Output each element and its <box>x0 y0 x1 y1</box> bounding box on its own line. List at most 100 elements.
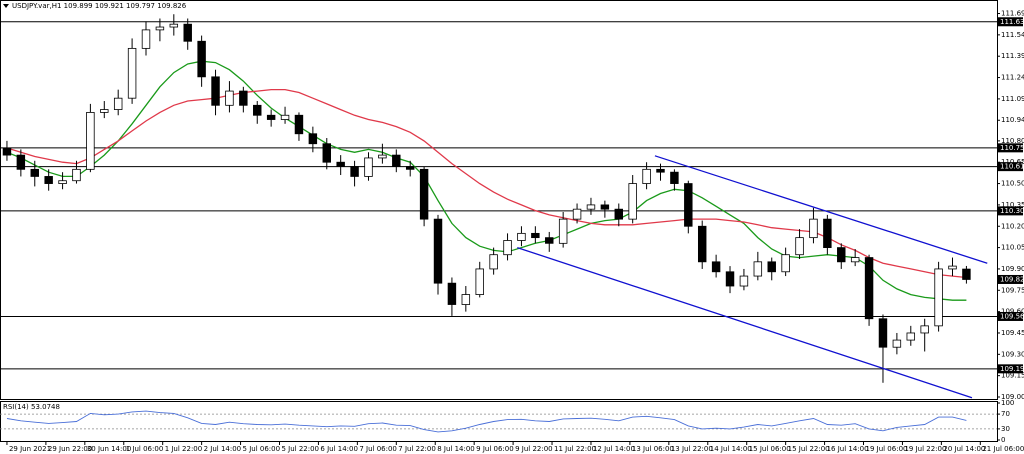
candle-body <box>392 154 401 167</box>
level-label: 110.308 <box>1000 207 1024 215</box>
candle-body <box>781 254 790 273</box>
candle-body <box>280 114 290 120</box>
header-low: 109.797 <box>126 2 155 10</box>
candle-body <box>44 176 53 184</box>
candle-body <box>628 183 637 220</box>
price-label: 109.826 <box>1000 275 1024 283</box>
candle-body <box>809 218 818 239</box>
candle-body <box>350 166 359 177</box>
x-tick-label: 5 Jul 22:00 <box>281 445 319 453</box>
candle-body <box>239 90 248 106</box>
x-tick-label: 15 Jul 22:00 <box>788 445 830 453</box>
rsi-tick-label: 100 <box>1001 399 1014 407</box>
x-tick-label: 19 Jul 22:00 <box>904 445 946 453</box>
x-tick-label: 7 Jul 22:00 <box>398 445 436 453</box>
candle-body <box>670 171 679 184</box>
candle-body <box>906 332 916 341</box>
candle-body <box>58 180 67 184</box>
candle-body <box>892 339 902 348</box>
candle-body <box>197 40 206 78</box>
rsi-current: 53.0748 <box>31 403 60 411</box>
y-tick-label: 109.750 <box>1001 286 1024 294</box>
candle-body <box>864 257 874 320</box>
x-tick-label: 21 Jul 06:00 <box>982 445 1024 453</box>
candle-body <box>16 154 26 170</box>
candle-body <box>850 257 860 263</box>
rsi-tick-label: 0 <box>1001 436 1005 444</box>
candle-body <box>211 76 220 106</box>
candle-body <box>294 114 304 135</box>
candle-body <box>753 261 763 277</box>
x-tick-label: 6 Jul 14:00 <box>320 445 358 453</box>
candle-body <box>837 247 846 263</box>
y-tick-label: 110.350 <box>1001 201 1024 209</box>
candle-body <box>183 23 192 42</box>
chart-title: USDJPY.var,H1 <box>12 2 61 10</box>
y-tick-label: 111.695 <box>1001 10 1024 18</box>
y-tick-label: 111.545 <box>1001 31 1024 39</box>
y-tick-label: 109.000 <box>1001 393 1024 401</box>
x-tick-label: 1 Jul 06:00 <box>126 445 164 453</box>
candle-body <box>948 265 957 270</box>
trendline <box>517 246 973 399</box>
candle-body <box>225 90 234 106</box>
moving-average <box>6 60 967 301</box>
y-tick-label: 110.800 <box>1001 137 1024 145</box>
candle-body <box>558 218 568 244</box>
x-tick-label: 12 Jul 14:00 <box>593 445 635 453</box>
y-tick-label: 109.600 <box>1001 308 1024 316</box>
x-tick-label: 5 Jul 06:00 <box>243 445 281 453</box>
candle-body <box>962 268 971 280</box>
y-tick-label: 111.245 <box>1001 74 1024 82</box>
candle-body <box>30 168 39 177</box>
level-label-bg <box>998 311 1023 321</box>
candle-body <box>2 147 12 156</box>
price-panel <box>0 0 998 400</box>
candle-body <box>531 232 540 239</box>
candle-body <box>308 133 318 145</box>
x-tick-label: 1 Jul 22:00 <box>165 445 203 453</box>
candle-body <box>739 275 749 287</box>
chart-header: USDJPY.var,H1 109.899 109.921 109.797 10… <box>12 2 187 10</box>
candle-body <box>697 225 707 263</box>
y-tick-label: 109.300 <box>1001 350 1024 358</box>
level-label: 109.198 <box>1000 365 1024 373</box>
trendline <box>654 155 988 264</box>
rsi-tick-label: 70 <box>1001 410 1010 418</box>
y-tick-label: 109.450 <box>1001 329 1024 337</box>
rsi-line <box>6 410 967 433</box>
level-label: 110.751 <box>1000 144 1024 152</box>
level-label-bg <box>998 17 1023 27</box>
x-tick-label: 29 Jun 2021 <box>9 445 51 453</box>
level-label-bg <box>998 162 1023 172</box>
rsi-label: RSI(14) <box>3 403 29 411</box>
x-tick-label: 8 Jul 14:00 <box>437 445 475 453</box>
candle-body <box>711 261 721 273</box>
candle-body <box>614 208 624 220</box>
candle-body <box>475 268 484 295</box>
x-tick-label: 20 Jul 14:00 <box>943 445 985 453</box>
y-tick-label: 109.900 <box>1001 265 1024 273</box>
candle-body <box>795 237 804 256</box>
level-label-bg <box>998 206 1023 216</box>
candle-body <box>767 261 776 273</box>
candle-body <box>600 204 610 210</box>
candle-body <box>113 97 123 110</box>
x-tick-label: 11 Jul 22:00 <box>554 445 596 453</box>
candle-body <box>72 168 81 182</box>
candle-body <box>127 47 137 99</box>
candle-body <box>405 166 415 170</box>
level-label-bg <box>998 143 1023 153</box>
x-tick-label: 2 Jul 14:00 <box>204 445 242 453</box>
candle-body <box>169 23 179 28</box>
candle-body <box>266 114 276 120</box>
y-tick-label: 109.150 <box>1001 372 1024 380</box>
header-high: 109.921 <box>95 2 124 10</box>
candle-body <box>934 268 943 327</box>
candle-body <box>378 154 387 159</box>
candle-body <box>141 29 151 49</box>
candle-body <box>336 161 345 167</box>
candle-body <box>572 208 582 220</box>
